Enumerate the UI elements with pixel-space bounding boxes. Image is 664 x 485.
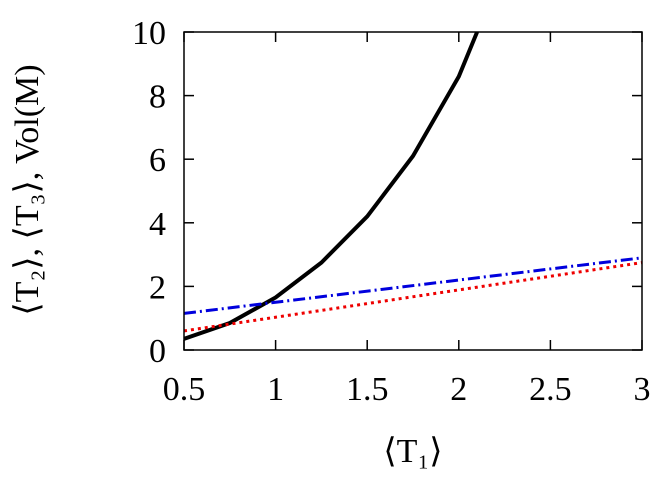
x-tick-label: 0.5 — [163, 371, 206, 408]
plot-frame — [183, 31, 643, 351]
y-tick-label: 10 — [132, 15, 166, 52]
line-series — [184, 256, 642, 315]
line-series — [184, 261, 642, 333]
x-axis-label: ⟨T₁⟩ — [383, 433, 442, 470]
x-tick-label: 3 — [634, 371, 651, 408]
y-tick-label: 6 — [149, 142, 166, 179]
y-axis-label: ⟨T₂⟩, ⟨T₃⟩, Vol(M) — [9, 64, 46, 315]
line-series — [184, 32, 479, 341]
y-tick-label: 2 — [149, 269, 166, 306]
y-tick-label: 8 — [149, 79, 166, 116]
x-tick-label: 1 — [267, 371, 284, 408]
y-tick-label: 4 — [149, 206, 166, 243]
x-tick-label: 2 — [450, 371, 467, 408]
x-tick-label: 2.5 — [529, 371, 572, 408]
y-tick-label: 0 — [149, 333, 166, 370]
x-tick-label: 1.5 — [346, 371, 389, 408]
